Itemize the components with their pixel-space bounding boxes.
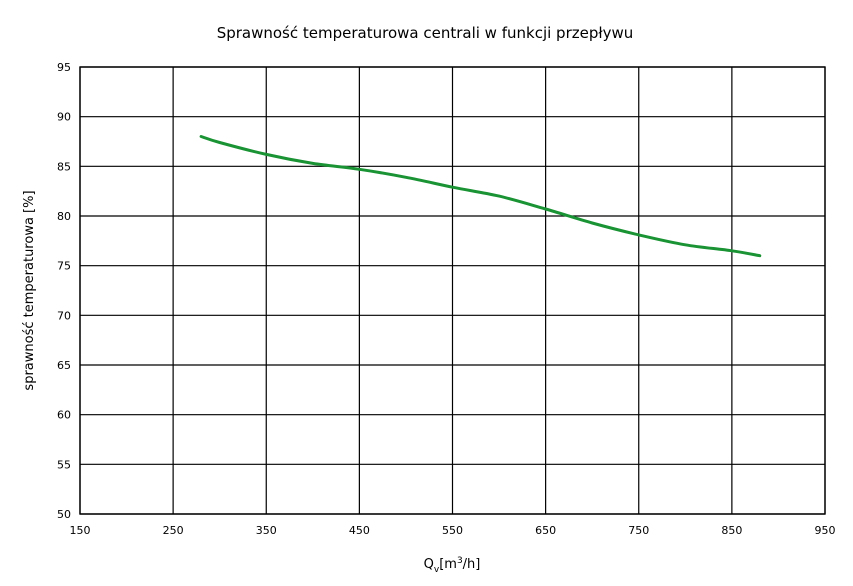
y-tick-label-85: 85 <box>57 160 71 173</box>
y-tick-label-90: 90 <box>57 111 71 124</box>
y-tick-label-80: 80 <box>57 210 71 223</box>
x-axis-label-unit-close: /h] <box>463 557 481 572</box>
x-tick-label-350: 350 <box>256 524 277 537</box>
series-line-0 <box>199 135 762 258</box>
x-tick-label-650: 650 <box>535 524 556 537</box>
y-tick-label-65: 65 <box>57 359 71 372</box>
y-tick-label-55: 55 <box>57 458 71 471</box>
x-tick-label-750: 750 <box>628 524 649 537</box>
y-axis-label: sprawność temperaturowa [%] <box>22 190 37 390</box>
x-axis-label-unit-open: [m <box>439 557 457 572</box>
y-tick-label-50: 50 <box>57 508 71 521</box>
grid-lines <box>79 66 826 515</box>
x-axis-label-subscript: v <box>434 565 440 575</box>
x-tick-label-150: 150 <box>70 524 91 537</box>
x-tick-labels: 150 250 350 450 550 650 750 850 950 <box>70 524 836 537</box>
x-tick-label-250: 250 <box>163 524 184 537</box>
y-tick-label-95: 95 <box>57 61 71 74</box>
x-axis-label-main: Q <box>424 557 434 572</box>
x-axis-label-superscript: 3 <box>457 556 463 566</box>
y-tick-label-70: 70 <box>57 309 71 322</box>
x-tick-label-850: 850 <box>721 524 742 537</box>
y-tick-label-60: 60 <box>57 409 71 422</box>
chart-title: Sprawność temperaturowa centrali w funkc… <box>217 24 634 42</box>
series-layer <box>199 135 762 258</box>
y-tick-labels: 50 55 60 65 70 75 80 85 90 95 <box>57 61 71 521</box>
x-axis-label: Qv[m3/h] <box>424 556 481 575</box>
x-tick-label-950: 950 <box>815 524 836 537</box>
plot-frame <box>79 66 826 515</box>
y-tick-label-75: 75 <box>57 260 71 273</box>
x-tick-label-550: 550 <box>442 524 463 537</box>
x-tick-label-450: 450 <box>349 524 370 537</box>
